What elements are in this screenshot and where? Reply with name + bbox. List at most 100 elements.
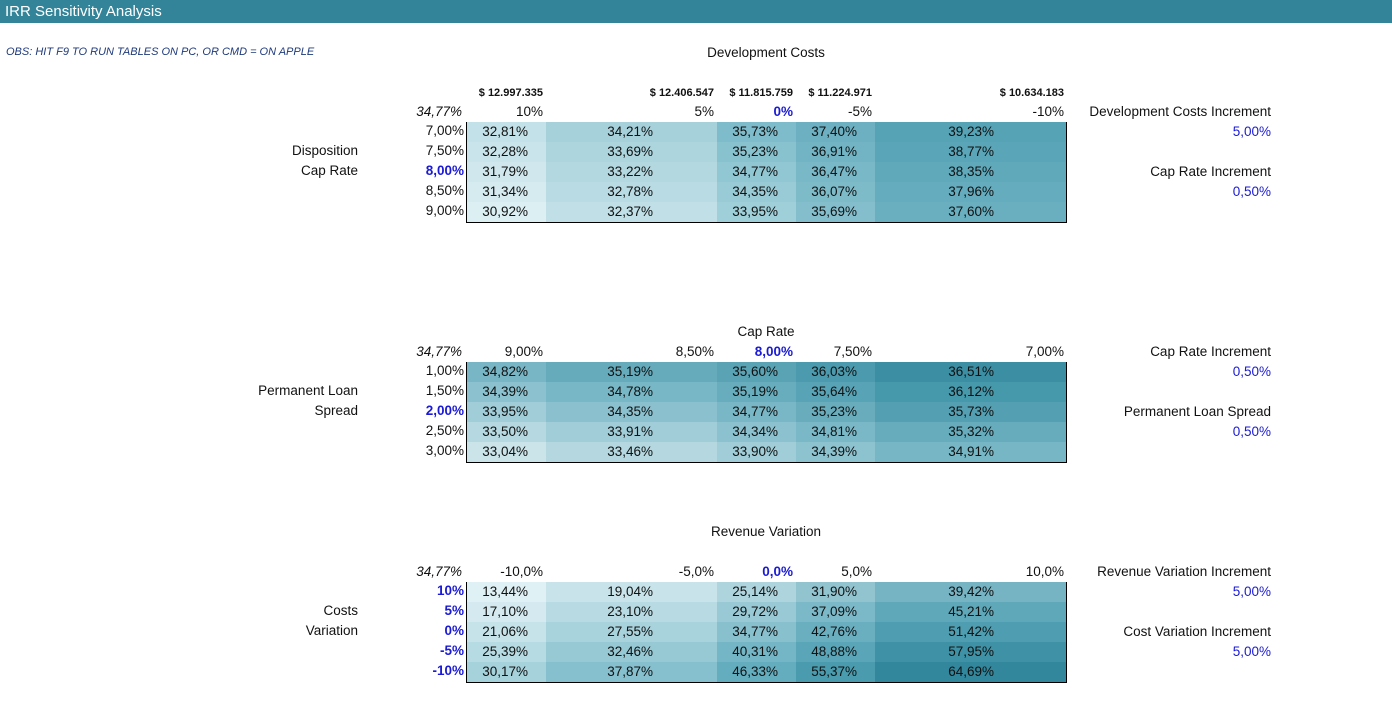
irr-cell[interactable]: 32,37% [546, 202, 717, 222]
irr-cell[interactable]: 33,46% [546, 442, 717, 462]
irr-value: 33,50% [482, 424, 528, 439]
irr-cell[interactable]: 32,78% [546, 182, 717, 202]
increment-value[interactable]: 0,50% [1232, 184, 1271, 199]
irr-cell[interactable]: 29,72% [717, 602, 796, 622]
table-title: Cap Rate [737, 324, 795, 339]
row-header: 8,00% [425, 163, 464, 178]
increment-value[interactable]: 5,00% [1232, 584, 1271, 599]
irr-value: 34,35% [607, 404, 653, 419]
irr-cell[interactable]: 31,34% [467, 182, 546, 202]
increment-value[interactable]: 0,50% [1232, 424, 1271, 439]
irr-value: 36,51% [948, 364, 994, 379]
irr-cell[interactable]: 36,03% [796, 362, 875, 382]
irr-cell[interactable]: 32,81% [467, 122, 546, 142]
irr-cell[interactable]: 19,04% [546, 582, 717, 602]
irr-cell[interactable]: 33,90% [717, 442, 796, 462]
irr-cell[interactable]: 27,55% [546, 622, 717, 642]
irr-cell[interactable]: 34,35% [717, 182, 796, 202]
irr-cell[interactable]: 37,96% [875, 182, 1066, 202]
irr-cell[interactable]: 35,19% [546, 362, 717, 382]
irr-value: 37,96% [948, 184, 994, 199]
irr-cell[interactable]: 35,73% [875, 402, 1066, 422]
irr-cell[interactable]: 36,12% [875, 382, 1066, 402]
irr-cell[interactable]: 39,23% [875, 122, 1066, 142]
irr-value: 32,78% [607, 184, 653, 199]
irr-cell[interactable]: 33,95% [467, 402, 546, 422]
irr-cell[interactable]: 45,21% [875, 602, 1066, 622]
irr-cell[interactable]: 35,32% [875, 422, 1066, 442]
irr-cell[interactable]: 35,69% [796, 202, 875, 222]
increment-value[interactable]: 5,00% [1232, 124, 1271, 139]
row-axis-label: Permanent Loan [258, 383, 358, 398]
irr-cell[interactable]: 35,60% [717, 362, 796, 382]
column-header: 0,0% [762, 564, 793, 579]
irr-cell[interactable]: 34,77% [717, 162, 796, 182]
irr-cell[interactable]: 64,69% [875, 662, 1066, 682]
irr-cell[interactable]: 33,95% [717, 202, 796, 222]
irr-cell[interactable]: 38,35% [875, 162, 1066, 182]
irr-cell[interactable]: 32,28% [467, 142, 546, 162]
irr-cell[interactable]: 30,92% [467, 202, 546, 222]
irr-value: 48,88% [811, 644, 857, 659]
irr-cell[interactable]: 35,23% [717, 142, 796, 162]
irr-cell[interactable]: 35,64% [796, 382, 875, 402]
irr-value: 39,42% [948, 584, 994, 599]
row-header: 2,00% [425, 403, 464, 418]
irr-cell[interactable]: 34,39% [467, 382, 546, 402]
irr-cell[interactable]: 51,42% [875, 622, 1066, 642]
irr-cell[interactable]: 34,82% [467, 362, 546, 382]
irr-cell[interactable]: 34,35% [546, 402, 717, 422]
irr-cell[interactable]: 35,19% [717, 382, 796, 402]
column-header: 7,00% [1025, 344, 1064, 359]
irr-cell[interactable]: 34,21% [546, 122, 717, 142]
irr-cell[interactable]: 17,10% [467, 602, 546, 622]
irr-cell[interactable]: 35,73% [717, 122, 796, 142]
increment-value[interactable]: 0,50% [1232, 364, 1271, 379]
row-header: 9,00% [425, 203, 464, 218]
irr-cell[interactable]: 36,51% [875, 362, 1066, 382]
irr-cell[interactable]: 34,81% [796, 422, 875, 442]
irr-cell[interactable]: 57,95% [875, 642, 1066, 662]
irr-cell[interactable]: 33,91% [546, 422, 717, 442]
irr-cell[interactable]: 33,50% [467, 422, 546, 442]
irr-cell[interactable]: 34,77% [717, 622, 796, 642]
row-header: 10% [436, 583, 464, 598]
row-header: 3,00% [425, 443, 464, 458]
irr-cell[interactable]: 35,23% [796, 402, 875, 422]
irr-cell[interactable]: 37,87% [546, 662, 717, 682]
irr-cell[interactable]: 34,39% [796, 442, 875, 462]
irr-cell[interactable]: 34,78% [546, 382, 717, 402]
irr-cell[interactable]: 33,04% [467, 442, 546, 462]
irr-cell[interactable]: 37,09% [796, 602, 875, 622]
irr-cell[interactable]: 34,34% [717, 422, 796, 442]
irr-cell[interactable]: 39,42% [875, 582, 1066, 602]
irr-cell[interactable]: 21,06% [467, 622, 546, 642]
irr-cell[interactable]: 37,40% [796, 122, 875, 142]
irr-cell[interactable]: 33,22% [546, 162, 717, 182]
irr-cell[interactable]: 42,76% [796, 622, 875, 642]
irr-cell[interactable]: 33,69% [546, 142, 717, 162]
irr-cell[interactable]: 34,91% [875, 442, 1066, 462]
irr-cell[interactable]: 55,37% [796, 662, 875, 682]
irr-cell[interactable]: 38,77% [875, 142, 1066, 162]
irr-cell[interactable]: 13,44% [467, 582, 546, 602]
increment-value[interactable]: 5,00% [1232, 644, 1271, 659]
irr-cell[interactable]: 31,79% [467, 162, 546, 182]
irr-cell[interactable]: 31,90% [796, 582, 875, 602]
irr-cell[interactable]: 25,14% [717, 582, 796, 602]
irr-cell[interactable]: 34,77% [717, 402, 796, 422]
irr-cell[interactable]: 46,33% [717, 662, 796, 682]
irr-cell[interactable]: 36,91% [796, 142, 875, 162]
irr-cell[interactable]: 32,46% [546, 642, 717, 662]
irr-cell[interactable]: 36,07% [796, 182, 875, 202]
irr-value: 34,21% [607, 124, 653, 139]
irr-value: 36,07% [811, 184, 857, 199]
irr-value: 36,91% [811, 144, 857, 159]
irr-cell[interactable]: 36,47% [796, 162, 875, 182]
irr-cell[interactable]: 25,39% [467, 642, 546, 662]
irr-cell[interactable]: 37,60% [875, 202, 1066, 222]
irr-cell[interactable]: 48,88% [796, 642, 875, 662]
irr-cell[interactable]: 30,17% [467, 662, 546, 682]
irr-cell[interactable]: 40,31% [717, 642, 796, 662]
irr-cell[interactable]: 23,10% [546, 602, 717, 622]
